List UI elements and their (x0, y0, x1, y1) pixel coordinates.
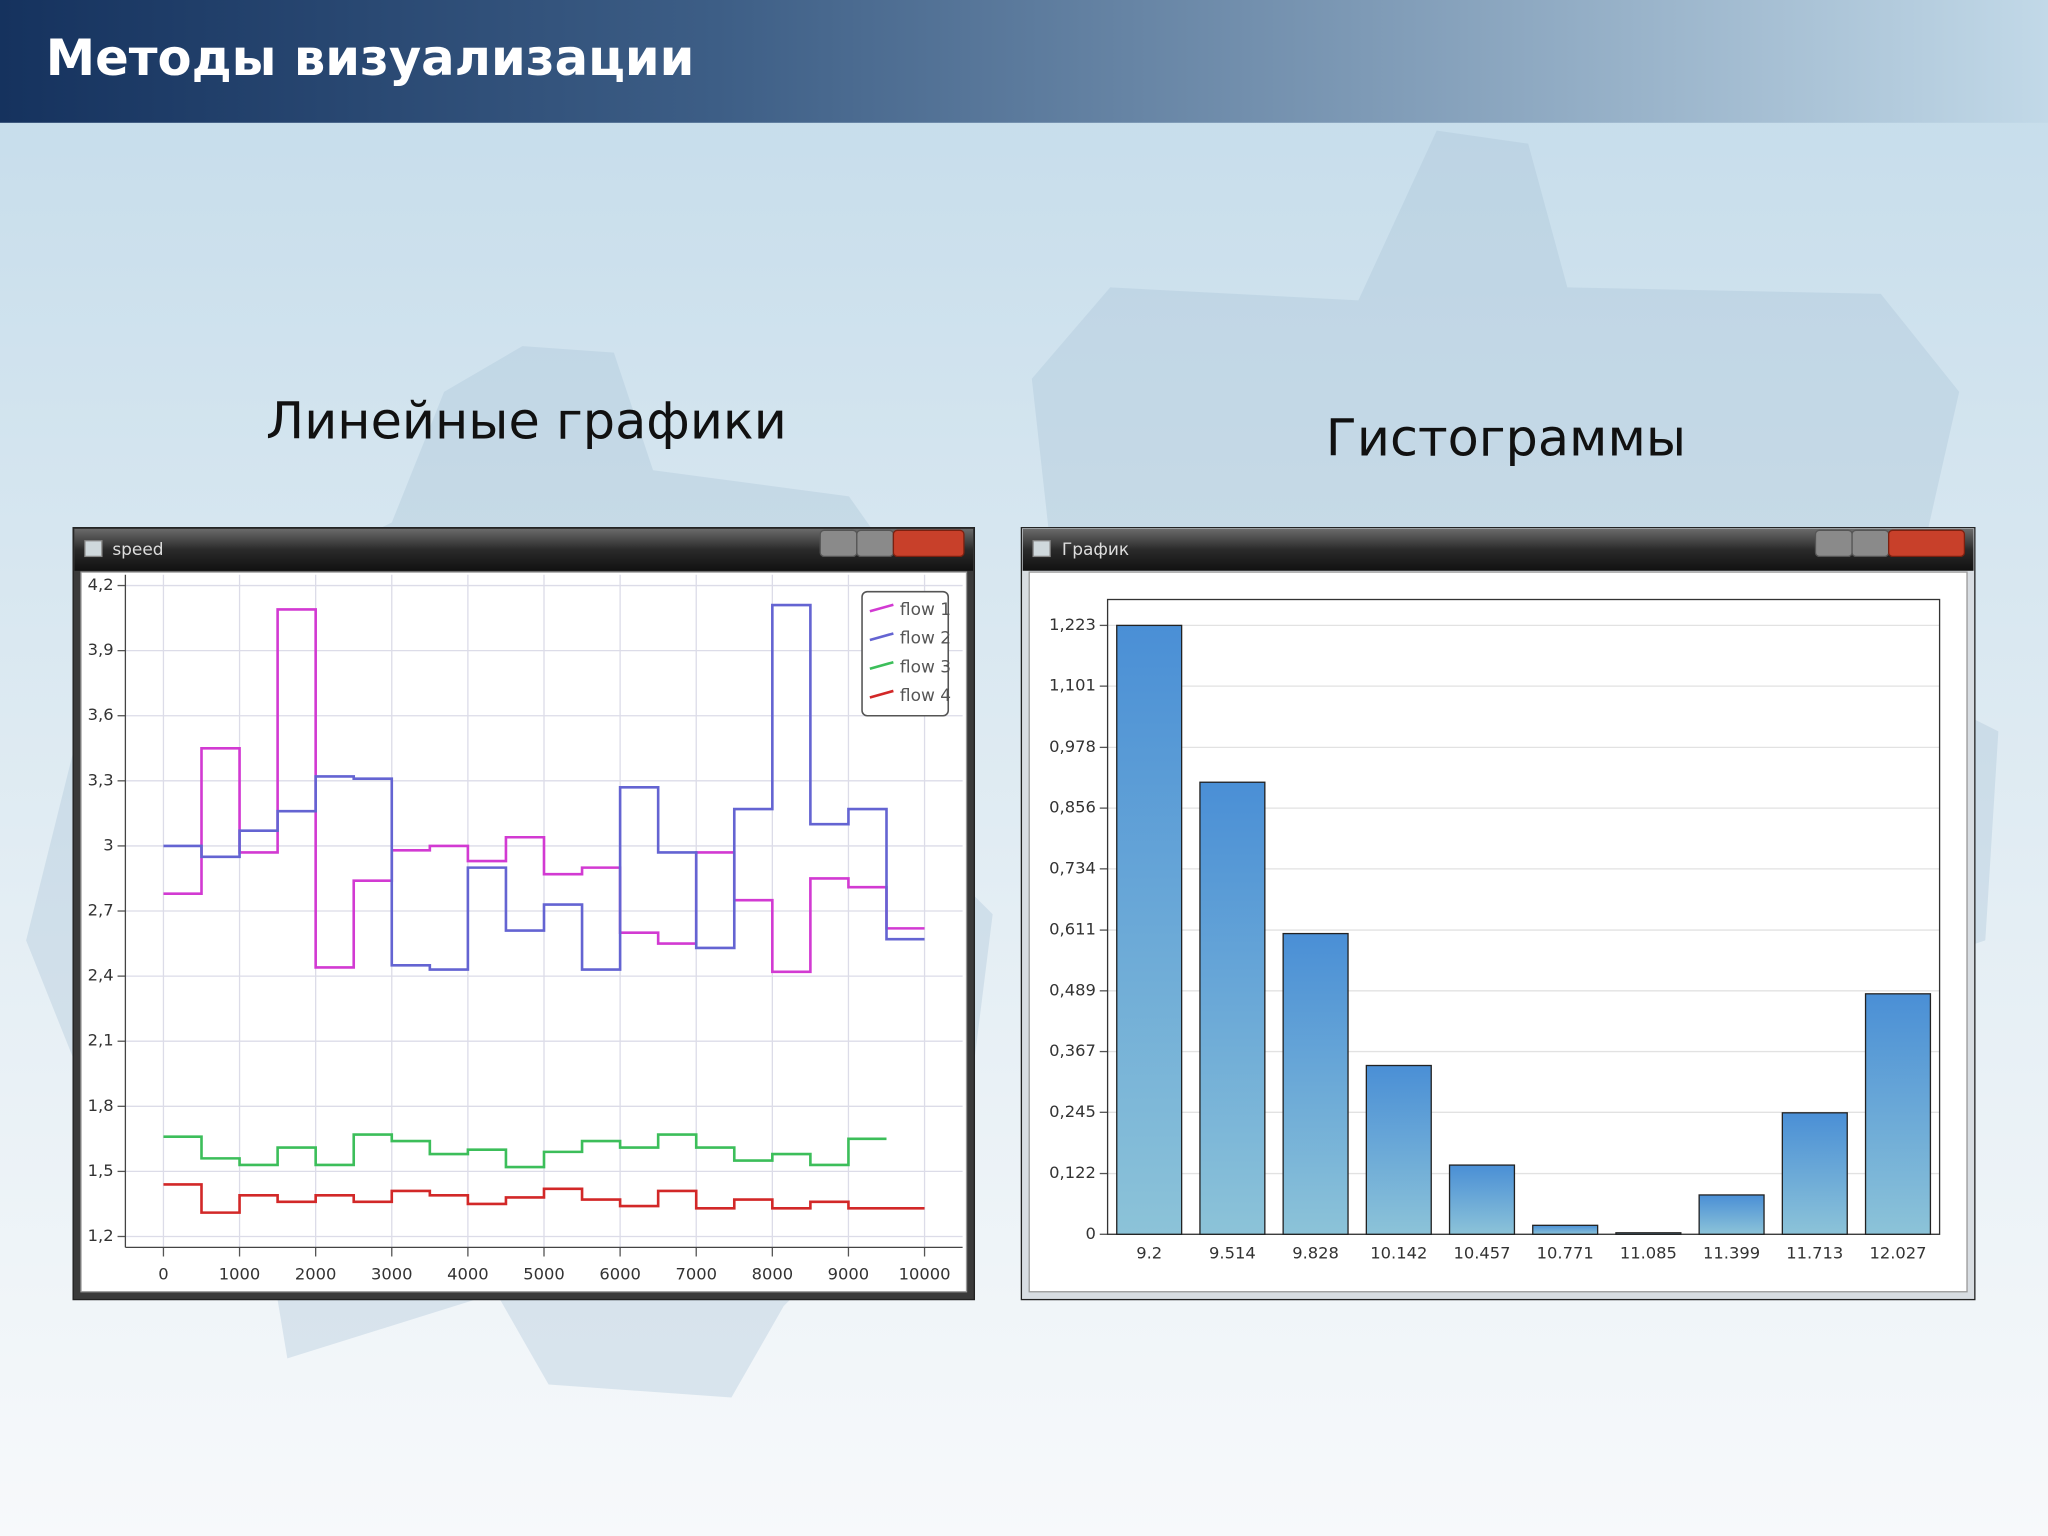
bar (1448, 1164, 1516, 1235)
bar (1116, 624, 1183, 1235)
y-tick-label: 0,489 (1049, 980, 1096, 999)
x-tick-label: 4000 (447, 1264, 489, 1283)
legend-swatch (869, 632, 894, 642)
x-tick-label: 10000 (899, 1264, 951, 1283)
minimize-button[interactable] (819, 529, 858, 558)
x-tick-label: 11.085 (1620, 1243, 1677, 1262)
y-tick-label: 0,611 (1049, 920, 1096, 939)
y-tick-label: 3,9 (88, 640, 114, 659)
step-line (163, 608, 925, 974)
step-line (163, 603, 925, 971)
bar (1698, 1194, 1765, 1235)
y-tick-label: 3,3 (88, 770, 114, 789)
x-tick-label: 11.713 (1786, 1243, 1843, 1262)
y-tick-label: 1,101 (1049, 676, 1096, 695)
x-tick-label: 1000 (219, 1264, 261, 1283)
legend-label: flow 2 (900, 629, 951, 649)
x-tick-label: 3000 (371, 1264, 413, 1283)
bar (1781, 1112, 1848, 1235)
x-tick-label: 2000 (295, 1264, 337, 1283)
step-line (163, 1133, 887, 1169)
maximize-button[interactable] (856, 529, 895, 558)
close-button[interactable] (892, 529, 965, 558)
y-tick-label: 4,2 (88, 575, 114, 594)
y-tick-label: 2,7 (88, 901, 114, 920)
legend-swatch (869, 603, 894, 613)
maximize-button[interactable] (1851, 529, 1890, 558)
y-tick-label: 0,245 (1049, 1102, 1096, 1121)
y-tick-label: 1,5 (88, 1161, 114, 1180)
bar (1199, 781, 1266, 1235)
bar (1365, 1064, 1432, 1235)
slide-title: Методы визуализации (46, 29, 695, 87)
y-tick-label: 0,734 (1049, 858, 1096, 877)
close-button[interactable] (1887, 529, 1966, 558)
bar (1615, 1232, 1682, 1235)
x-tick-label: 6000 (599, 1264, 641, 1283)
bar (1282, 932, 1349, 1235)
y-tick-label: 0,978 (1049, 737, 1096, 756)
window-title: speed (112, 540, 163, 560)
x-tick-label: 5000 (523, 1264, 565, 1283)
y-tick-label: 1,2 (88, 1226, 114, 1245)
window-icon (1032, 540, 1051, 558)
x-tick-label: 10.771 (1537, 1243, 1594, 1262)
x-tick-label: 9.828 (1292, 1243, 1339, 1262)
window: speed (72, 527, 976, 1301)
bar (1532, 1224, 1599, 1235)
y-tick-label: 2,4 (88, 966, 114, 985)
minimize-button[interactable] (1814, 529, 1853, 558)
y-tick-label: 0,122 (1049, 1163, 1096, 1182)
legend-label: flow 3 (900, 657, 951, 677)
legend-swatch (869, 660, 894, 670)
window-icon (84, 540, 103, 558)
x-tick-label: 7000 (675, 1264, 717, 1283)
y-tick-label: 2,1 (88, 1031, 114, 1050)
caption: Гистограммы (1326, 409, 1686, 468)
x-tick-label: 8000 (752, 1264, 794, 1283)
y-tick-label: 3 (103, 835, 113, 854)
x-tick-label: 10.142 (1370, 1243, 1427, 1262)
window-client (80, 571, 968, 1293)
x-tick-label: 11.399 (1703, 1243, 1760, 1262)
window-title: График (1062, 540, 1129, 560)
x-tick-label: 10.457 (1453, 1243, 1510, 1262)
y-tick-label: 1,8 (88, 1096, 114, 1115)
y-tick-label: 0,856 (1049, 798, 1096, 817)
step-line (163, 1183, 925, 1214)
legend-label: flow 4 (900, 686, 951, 706)
y-tick-label: 0 (1085, 1224, 1095, 1243)
y-tick-label: 1,223 (1049, 615, 1096, 634)
y-tick-label: 0,367 (1049, 1041, 1096, 1060)
legend-box (861, 590, 950, 717)
header-bar (0, 0, 2048, 123)
caption: Линейные графики (266, 392, 787, 451)
x-tick-label: 12.027 (1869, 1243, 1926, 1262)
x-tick-label: 0 (158, 1264, 168, 1283)
legend-swatch (869, 689, 894, 699)
x-tick-label: 9.2 (1136, 1243, 1162, 1262)
legend-label: flow 1 (900, 600, 951, 620)
x-tick-label: 9.514 (1209, 1243, 1256, 1262)
x-tick-label: 9000 (828, 1264, 870, 1283)
y-tick-label: 3,6 (88, 705, 114, 724)
bar (1864, 993, 1932, 1235)
plot-border (1106, 598, 1941, 1235)
